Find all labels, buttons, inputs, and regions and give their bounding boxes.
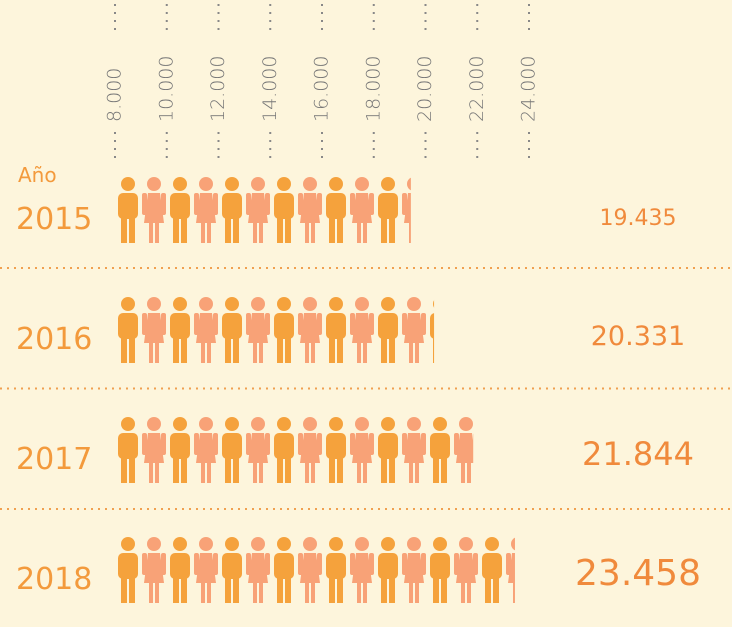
category-label: 2017 xyxy=(16,442,92,477)
value-label: 23.458 xyxy=(575,553,701,594)
bar xyxy=(115,537,515,605)
bar xyxy=(115,297,435,365)
x-tick-label: 18.000 xyxy=(362,56,384,122)
x-tick-label: 12.000 xyxy=(207,56,229,122)
x-tick-label: 24.000 xyxy=(518,56,540,122)
x-tick-label: 16.000 xyxy=(311,56,333,122)
category-label: 2018 xyxy=(16,562,92,597)
bar xyxy=(115,417,474,485)
category-label: 2015 xyxy=(16,202,92,237)
x-tick-label: 10.000 xyxy=(155,56,177,122)
value-label: 19.435 xyxy=(600,206,677,231)
x-tick-label: 14.000 xyxy=(259,56,281,122)
x-tick-label: 8.000 xyxy=(104,68,126,122)
bar xyxy=(115,177,411,245)
value-label: 21.844 xyxy=(582,435,694,473)
x-tick-label: 20.000 xyxy=(414,56,436,122)
x-tick-label: 22.000 xyxy=(466,56,488,122)
value-label: 20.331 xyxy=(591,321,685,352)
axis-label: Año xyxy=(18,163,57,187)
category-label: 2016 xyxy=(16,322,92,357)
